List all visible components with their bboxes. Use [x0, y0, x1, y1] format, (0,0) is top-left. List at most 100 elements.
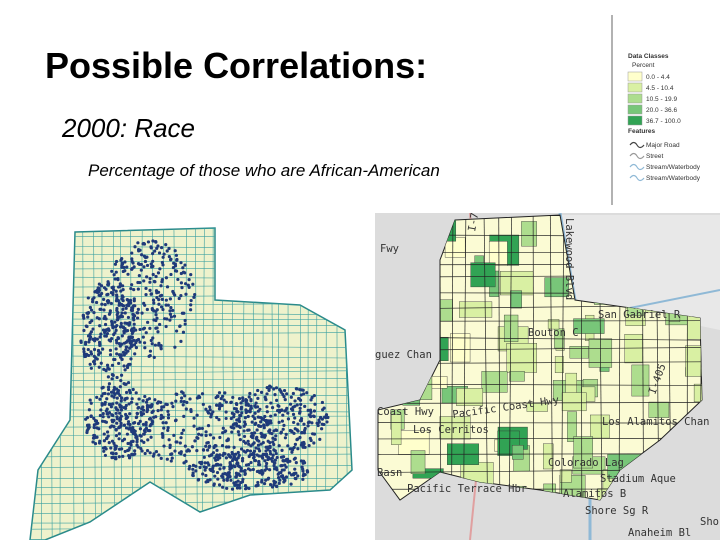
dot	[201, 448, 206, 452]
dot	[269, 414, 273, 418]
dot	[197, 394, 201, 398]
tract	[648, 401, 670, 418]
dot	[116, 277, 120, 282]
dot	[113, 320, 117, 324]
dot	[300, 388, 304, 392]
dot	[145, 255, 149, 259]
dot	[193, 292, 197, 297]
dot	[110, 363, 115, 367]
dot	[292, 420, 296, 425]
dot	[119, 373, 124, 377]
legend-unit: Percent	[632, 62, 655, 69]
dot	[119, 289, 123, 293]
dot	[165, 249, 169, 253]
dot	[161, 435, 165, 439]
dot	[208, 408, 212, 412]
dot	[122, 364, 126, 368]
dot	[190, 445, 194, 449]
dot	[296, 422, 300, 426]
dot	[87, 337, 92, 342]
dot	[229, 416, 233, 421]
dot	[160, 405, 164, 409]
dot	[191, 463, 196, 467]
dot	[156, 271, 161, 275]
dot	[107, 382, 112, 386]
dot	[130, 283, 134, 287]
dot	[269, 452, 273, 456]
dot	[289, 482, 293, 486]
tract	[543, 443, 554, 470]
street	[378, 422, 702, 424]
dot	[270, 431, 274, 436]
dot	[284, 475, 289, 479]
dot	[265, 467, 269, 471]
tract	[554, 356, 564, 373]
dot	[112, 391, 116, 395]
dot	[226, 437, 230, 441]
dot	[107, 312, 112, 316]
dot	[114, 434, 119, 438]
dot	[273, 458, 278, 462]
dot	[254, 421, 258, 425]
dot	[144, 292, 148, 297]
dot	[89, 414, 93, 418]
dot	[254, 446, 258, 450]
dot	[159, 408, 163, 412]
dot	[209, 468, 213, 472]
dot	[262, 424, 266, 428]
dot	[124, 345, 128, 349]
dot	[102, 297, 106, 301]
dot	[160, 246, 164, 250]
dot	[124, 403, 128, 408]
dot	[133, 420, 137, 425]
dot	[260, 433, 264, 437]
tract	[506, 343, 537, 373]
dot	[315, 421, 319, 425]
dot	[128, 446, 132, 450]
map-label: Lakewood Blvd	[563, 218, 575, 300]
dot	[247, 442, 251, 446]
dot	[320, 400, 325, 405]
dot	[149, 245, 153, 249]
dot	[144, 286, 148, 290]
dot	[234, 480, 238, 484]
dot	[114, 289, 118, 293]
dot	[118, 285, 122, 289]
legend-feature: Major Road	[646, 142, 680, 149]
dot	[151, 409, 155, 413]
dot	[303, 473, 307, 477]
dot	[188, 464, 192, 468]
dot	[103, 420, 107, 424]
dot	[286, 417, 291, 421]
dot	[323, 415, 327, 419]
dot	[246, 428, 250, 432]
dot	[248, 391, 252, 396]
dot	[97, 317, 101, 321]
dot	[260, 480, 264, 484]
dot	[243, 472, 247, 476]
dot	[91, 440, 95, 444]
dot	[286, 444, 290, 448]
dot	[130, 331, 134, 336]
dot	[256, 480, 260, 485]
dot	[291, 391, 295, 396]
street	[30, 344, 352, 348]
dot	[169, 257, 173, 261]
dot	[182, 399, 186, 404]
dot	[259, 420, 263, 424]
dot	[111, 420, 115, 424]
dot	[307, 444, 311, 448]
dot	[248, 449, 253, 453]
dot	[215, 470, 220, 475]
dot	[114, 338, 119, 342]
dot	[155, 295, 159, 300]
dot	[79, 340, 83, 345]
dot	[258, 407, 262, 411]
dot	[90, 300, 95, 304]
dot	[239, 466, 243, 471]
street	[185, 228, 187, 540]
dot	[100, 302, 104, 306]
dot	[110, 336, 114, 341]
dot	[225, 486, 229, 490]
dot	[130, 267, 134, 271]
